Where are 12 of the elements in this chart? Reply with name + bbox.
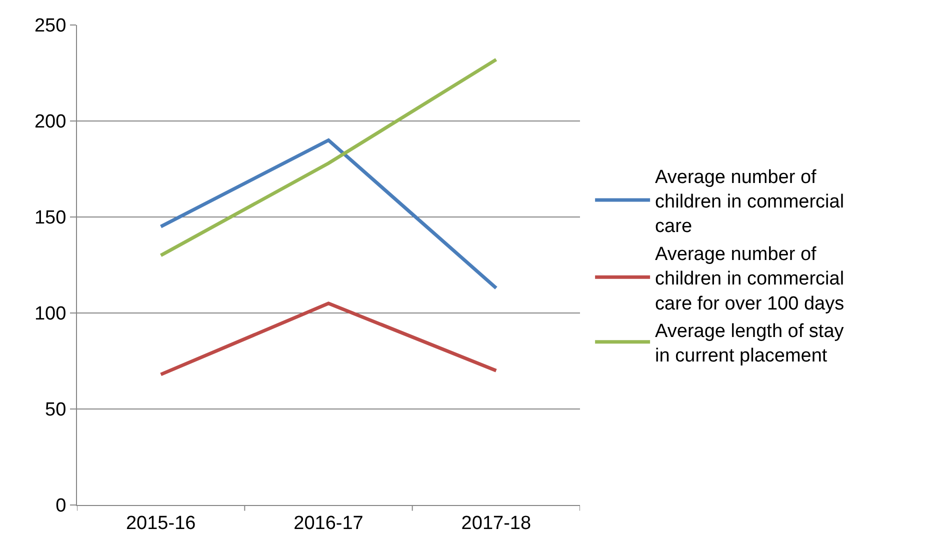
y-tick-label: 200 [34,112,66,133]
y-tick-label: 0 [56,496,66,517]
y-tick-label: 100 [34,304,66,325]
legend-label: Average number of children in commercial care for over 100 days [655,244,844,314]
legend-label: Average number of children in commercial care [655,166,844,238]
legend-label: Average length of stay in current placement [655,320,844,367]
x-tick-label: 2016-17 [294,512,364,534]
y-tick-label: 50 [45,400,66,421]
x-tick-label: 2015-16 [126,512,196,534]
y-tick-label: 150 [34,208,66,229]
x-tick-label: 2017-18 [461,512,532,534]
y-tick-label: 250 [34,16,66,37]
